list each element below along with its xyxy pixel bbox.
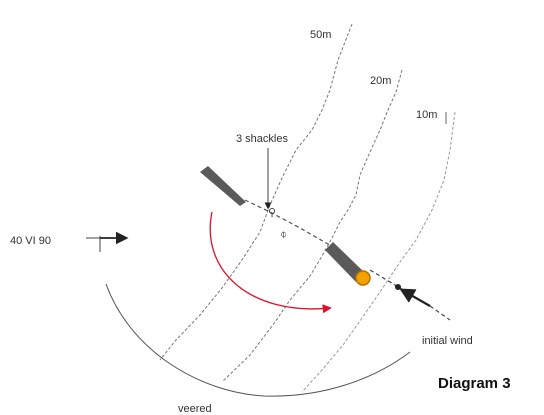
boat-initial-shape [200,166,246,206]
contour-50m-line [159,23,353,361]
initial-wind-label: initial wind [422,335,473,347]
boat-veered-shape [325,242,364,282]
contour-20m-label: 20m [370,75,391,87]
contour-10m-line [301,111,456,393]
chain-symbol: ⚲ [268,207,276,219]
contour-20m-line [221,69,403,383]
veered-arc [105,283,411,397]
contour-10m-label: 10m [416,109,437,121]
swing-arc [209,211,332,314]
veered-label: veered [178,403,212,415]
anchor-marker [355,270,371,286]
contour-50m-label: 50m [310,29,331,41]
diagram-title: Diagram 3 [438,375,511,392]
initial-wind-arrow [399,288,431,307]
left-wind-bracket [86,236,101,252]
shackles-label: 3 shackles [236,133,288,145]
left-wind-label: 40 VI 90 [10,235,51,247]
chain-symbol-2: ⌽ [280,227,287,241]
wind-origin-dot [395,284,401,290]
